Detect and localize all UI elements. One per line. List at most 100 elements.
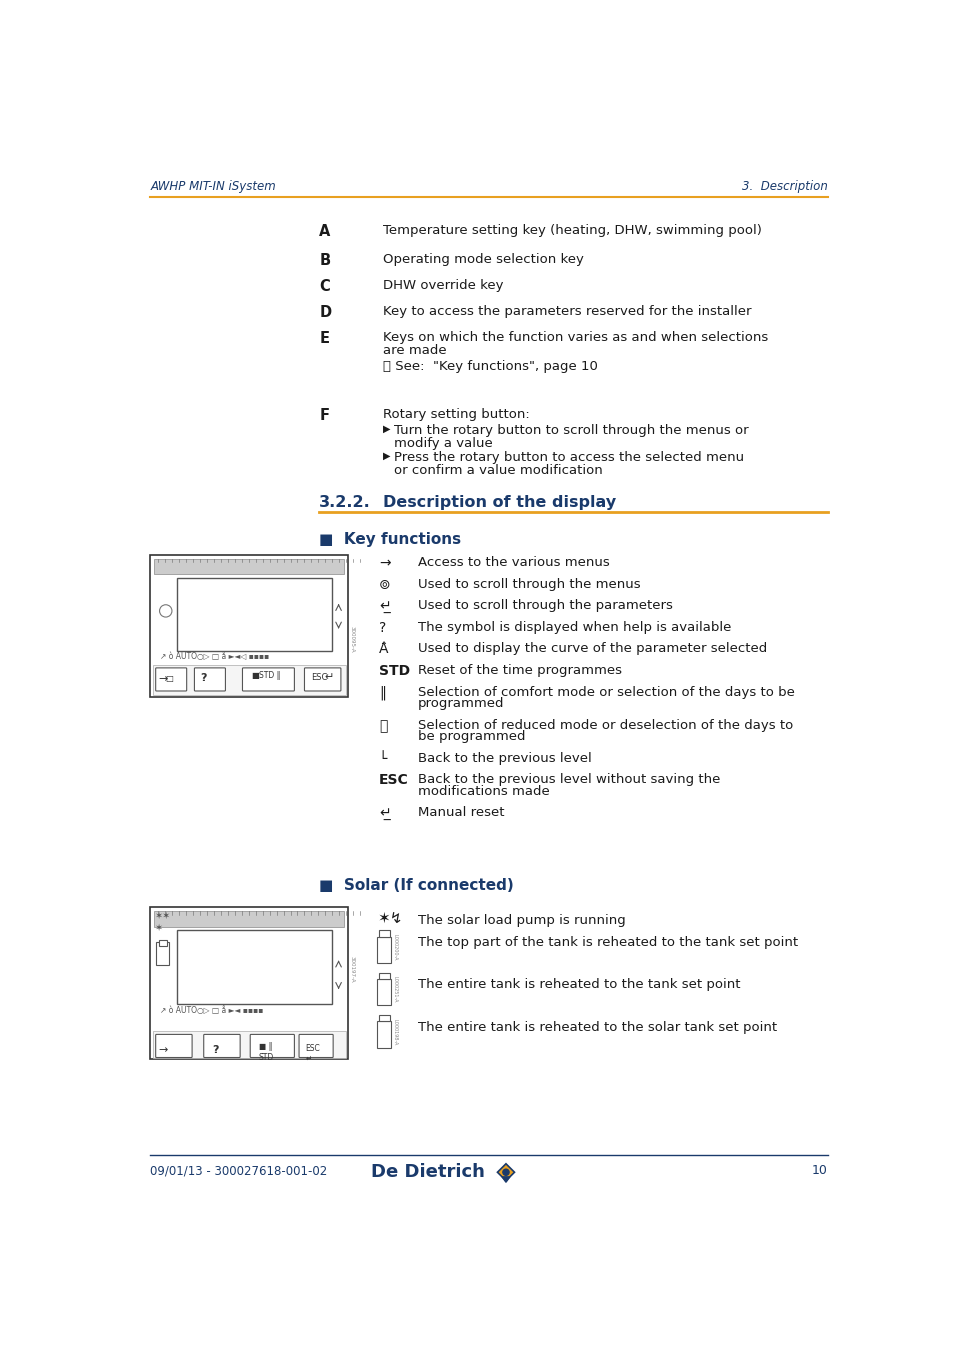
- Text: ✶✶
✶: ✶✶ ✶: [154, 911, 171, 933]
- Text: Selection of reduced mode or deselection of the days to: Selection of reduced mode or deselection…: [417, 718, 792, 732]
- Bar: [150, 907, 348, 1058]
- Text: STD ‖: STD ‖: [258, 671, 280, 680]
- Text: →: →: [158, 1045, 167, 1056]
- Bar: [154, 911, 344, 926]
- Text: ⊚: ⊚: [378, 578, 390, 591]
- Bar: [378, 1015, 390, 1022]
- Text: The solar load pump is running: The solar load pump is running: [417, 914, 625, 927]
- Text: 📖 See:  "Key functions", page 10: 📖 See: "Key functions", page 10: [382, 360, 597, 373]
- Text: The entire tank is reheated to the solar tank set point: The entire tank is reheated to the solar…: [417, 1021, 776, 1034]
- Text: modifications made: modifications made: [417, 784, 549, 798]
- FancyBboxPatch shape: [242, 668, 294, 691]
- Text: C: C: [319, 279, 330, 294]
- Text: ■  Key functions: ■ Key functions: [319, 532, 461, 547]
- Text: L000251-A: L000251-A: [392, 976, 396, 1003]
- Bar: [150, 555, 348, 697]
- Bar: [154, 559, 344, 574]
- Text: ✶↯: ✶↯: [377, 910, 402, 926]
- Text: 09/01/13 - 300027618-001-02: 09/01/13 - 300027618-001-02: [150, 1164, 327, 1177]
- Text: ESC: ESC: [311, 672, 328, 682]
- Text: Key to access the parameters reserved for the installer: Key to access the parameters reserved fo…: [382, 305, 750, 319]
- Bar: [377, 1022, 391, 1048]
- Bar: [378, 973, 390, 979]
- Text: ‖: ‖: [378, 686, 385, 701]
- Text: □: □: [166, 674, 173, 683]
- Text: →: →: [158, 674, 167, 684]
- Text: ↵: ↵: [324, 672, 334, 683]
- Text: Operating mode selection key: Operating mode selection key: [382, 252, 583, 266]
- Text: Selection of comfort mode or selection of the days to be: Selection of comfort mode or selection o…: [417, 686, 794, 698]
- Text: The entire tank is reheated to the tank set point: The entire tank is reheated to the tank …: [417, 979, 740, 991]
- Text: 10: 10: [811, 1164, 827, 1177]
- Text: E: E: [319, 331, 329, 347]
- Text: modify a value: modify a value: [394, 437, 493, 450]
- Text: AWHP MIT-IN iSystem: AWHP MIT-IN iSystem: [150, 180, 275, 193]
- Bar: [377, 937, 391, 963]
- Text: Used to scroll through the menus: Used to scroll through the menus: [417, 578, 639, 591]
- Text: Rotary setting button:: Rotary setting button:: [382, 409, 529, 421]
- FancyBboxPatch shape: [250, 1034, 294, 1057]
- Bar: [156, 942, 169, 965]
- Text: STD: STD: [378, 664, 410, 678]
- Text: Back to the previous level: Back to the previous level: [417, 752, 591, 765]
- Text: L000198-A: L000198-A: [392, 1019, 396, 1045]
- Text: Turn the rotary button to scroll through the menus or: Turn the rotary button to scroll through…: [394, 424, 748, 437]
- Text: DHW override key: DHW override key: [382, 279, 503, 292]
- Text: programmed: programmed: [417, 697, 503, 710]
- FancyBboxPatch shape: [155, 1034, 192, 1057]
- Polygon shape: [497, 1164, 514, 1181]
- Text: De Dietrich: De Dietrich: [371, 1164, 484, 1181]
- Text: The top part of the tank is reheated to the tank set point: The top part of the tank is reheated to …: [417, 936, 797, 949]
- Text: Reset of the time programmes: Reset of the time programmes: [417, 664, 621, 678]
- Circle shape: [502, 1169, 509, 1176]
- FancyBboxPatch shape: [194, 668, 225, 691]
- Bar: [177, 930, 332, 1003]
- Text: Description of the display: Description of the display: [382, 494, 616, 510]
- Text: A: A: [319, 224, 331, 239]
- Text: ■ ‖
STD: ■ ‖ STD: [258, 1042, 274, 1061]
- Text: ESC
↵: ESC ↵: [305, 1044, 319, 1062]
- Text: ?: ?: [200, 672, 207, 683]
- Bar: [158, 940, 167, 946]
- FancyBboxPatch shape: [155, 668, 187, 691]
- Text: be programmed: be programmed: [417, 730, 524, 744]
- Text: are made: are made: [382, 344, 446, 358]
- Text: F: F: [319, 409, 329, 424]
- Text: Temperature setting key (heating, DHW, swimming pool): Temperature setting key (heating, DHW, s…: [382, 224, 760, 236]
- Bar: [377, 979, 391, 1006]
- Text: ■: ■: [251, 671, 258, 680]
- Text: Back to the previous level without saving the: Back to the previous level without savin…: [417, 774, 720, 787]
- Text: L000200-A: L000200-A: [392, 934, 396, 961]
- Text: ↗ ò AUTO○▷ □ å ►◄ ▪▪▪▪: ↗ ò AUTO○▷ □ å ►◄ ▪▪▪▪: [159, 1006, 262, 1015]
- Text: Â: Â: [378, 643, 388, 656]
- Text: 3.2.2.: 3.2.2.: [319, 494, 371, 510]
- Text: ↵̲: ↵̲: [378, 599, 390, 613]
- Text: Access to the various menus: Access to the various menus: [417, 556, 609, 570]
- Text: 3.  Description: 3. Description: [740, 180, 827, 193]
- Text: B: B: [319, 252, 330, 267]
- Text: Keys on which the function varies as and when selections: Keys on which the function varies as and…: [382, 331, 767, 344]
- Text: Used to display the curve of the parameter selected: Used to display the curve of the paramet…: [417, 643, 766, 656]
- Text: ■  Solar (If connected): ■ Solar (If connected): [319, 878, 514, 894]
- Bar: [177, 578, 332, 651]
- Text: ↗ ò AUTO○▷ □ å ►◄◁ ▪▪▪▪: ↗ ò AUTO○▷ □ å ►◄◁ ▪▪▪▪: [159, 652, 269, 662]
- Text: →: →: [378, 556, 390, 570]
- Bar: [152, 1030, 345, 1057]
- Text: Used to scroll through the parameters: Used to scroll through the parameters: [417, 599, 672, 613]
- Text: Manual reset: Manual reset: [417, 806, 503, 819]
- Text: or confirm a value modification: or confirm a value modification: [394, 464, 602, 477]
- Text: The symbol is displayed when help is available: The symbol is displayed when help is ava…: [417, 621, 730, 634]
- Text: └: └: [378, 752, 387, 765]
- Text: D: D: [319, 305, 331, 320]
- Text: ESC: ESC: [378, 774, 408, 787]
- Bar: [152, 664, 345, 695]
- Bar: [378, 930, 390, 937]
- Text: ?: ?: [212, 1045, 218, 1056]
- Text: ⦀: ⦀: [378, 718, 387, 733]
- Polygon shape: [501, 1177, 509, 1183]
- FancyBboxPatch shape: [304, 668, 340, 691]
- FancyBboxPatch shape: [298, 1034, 333, 1057]
- Text: 300095-A: 300095-A: [349, 626, 355, 652]
- Text: ▶: ▶: [382, 451, 390, 460]
- Text: ↵̲: ↵̲: [378, 806, 390, 821]
